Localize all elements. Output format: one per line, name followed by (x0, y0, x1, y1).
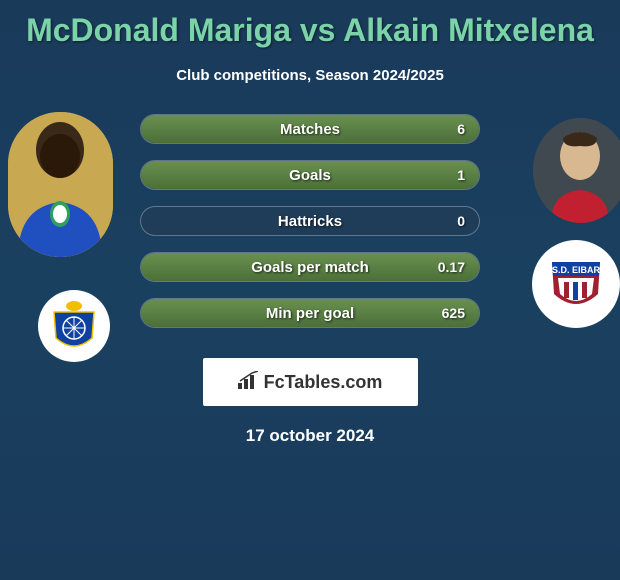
stat-row-min-per-goal: Min per goal 625 (140, 298, 480, 328)
club-left-crest-icon (50, 298, 98, 354)
club-left-crest (38, 290, 110, 362)
stat-value: 625 (442, 299, 465, 327)
stat-value: 0 (457, 207, 465, 235)
stat-row-goals-per-match: Goals per match 0.17 (140, 252, 480, 282)
stat-row-goals: Goals 1 (140, 160, 480, 190)
svg-text:S.D. EIBAR: S.D. EIBAR (552, 265, 601, 275)
stat-label: Goals (141, 161, 479, 189)
club-right-crest: S.D. EIBAR (532, 240, 620, 328)
player-right-silhouette-icon (533, 118, 620, 223)
comparison-title: McDonald Mariga vs Alkain Mitxelena (0, 0, 620, 49)
player-right-avatar (533, 118, 620, 223)
player-left-avatar (8, 112, 113, 257)
season-subtitle: Club competitions, Season 2024/2025 (0, 67, 620, 84)
logo-text: FcTables.com (264, 372, 383, 393)
stat-label: Min per goal (141, 299, 479, 327)
fctables-logo: FcTables.com (203, 358, 418, 406)
date-text: 17 october 2024 (0, 426, 620, 446)
club-right-crest-icon: S.D. EIBAR (544, 252, 608, 316)
stat-value: 0.17 (438, 253, 465, 281)
stat-label: Hattricks (141, 207, 479, 235)
content-area: S.D. EIBAR Matches 6 Goals 1 Hattricks 0… (0, 112, 620, 446)
stat-row-hattricks: Hattricks 0 (140, 206, 480, 236)
stat-row-matches: Matches 6 (140, 114, 480, 144)
stat-value: 6 (457, 115, 465, 143)
stat-label: Matches (141, 115, 479, 143)
chart-icon (238, 371, 260, 394)
stats-container: Matches 6 Goals 1 Hattricks 0 Goals per … (140, 112, 480, 328)
player-left-silhouette-icon (8, 112, 113, 257)
stat-value: 1 (457, 161, 465, 189)
stat-label: Goals per match (141, 253, 479, 281)
